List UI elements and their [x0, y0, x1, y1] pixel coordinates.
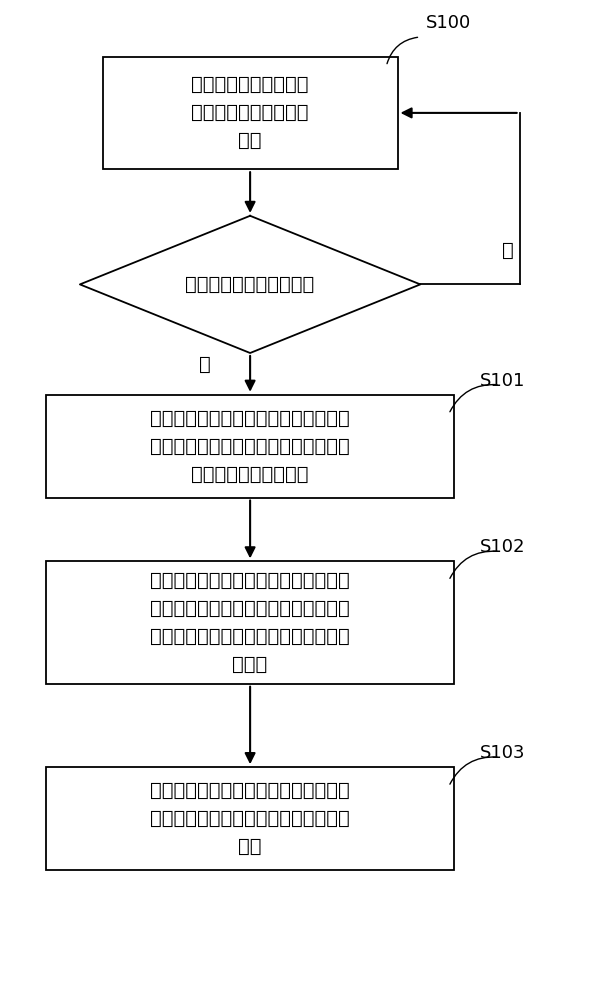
Text: S100: S100 — [426, 14, 471, 32]
Polygon shape — [80, 216, 420, 353]
Text: S102: S102 — [480, 538, 525, 556]
Bar — [103, 57, 398, 169]
Bar — [46, 395, 454, 498]
Bar — [46, 561, 454, 684]
Text: 当捕捉到异常信号时，将所述被打补丁
函数的第一条指令修改为跳转指令，将
所述被打补丁函数的第二条指令修改为
空指令: 当捕捉到异常信号时，将所述被打补丁 函数的第一条指令修改为跳转指令，将 所述被打… — [150, 571, 350, 674]
Text: S101: S101 — [480, 372, 525, 390]
Text: 是: 是 — [502, 241, 514, 260]
Bar — [46, 767, 454, 870]
Text: 当所述被打补丁函数未被打断时，将所
述被打补丁函数的第一条指令修改为断
点指令并捕捉异常信号: 当所述被打补丁函数未被打断时，将所 述被打补丁函数的第一条指令修改为断 点指令并… — [150, 409, 350, 484]
Text: S103: S103 — [480, 744, 525, 762]
Text: 否: 否 — [199, 355, 210, 374]
Text: 被打补丁函数是否被打断: 被打补丁函数是否被打断 — [186, 275, 315, 294]
Text: 扫描系统各任务栈，检
测被打补丁函数是否被
打断: 扫描系统各任务栈，检 测被打补丁函数是否被 打断 — [191, 75, 309, 150]
Text: 当进行热补丁处理时，所述被打补丁函
数通过所述跳转指令调转到补丁区进行
处理: 当进行热补丁处理时，所述被打补丁函 数通过所述跳转指令调转到补丁区进行 处理 — [150, 781, 350, 856]
